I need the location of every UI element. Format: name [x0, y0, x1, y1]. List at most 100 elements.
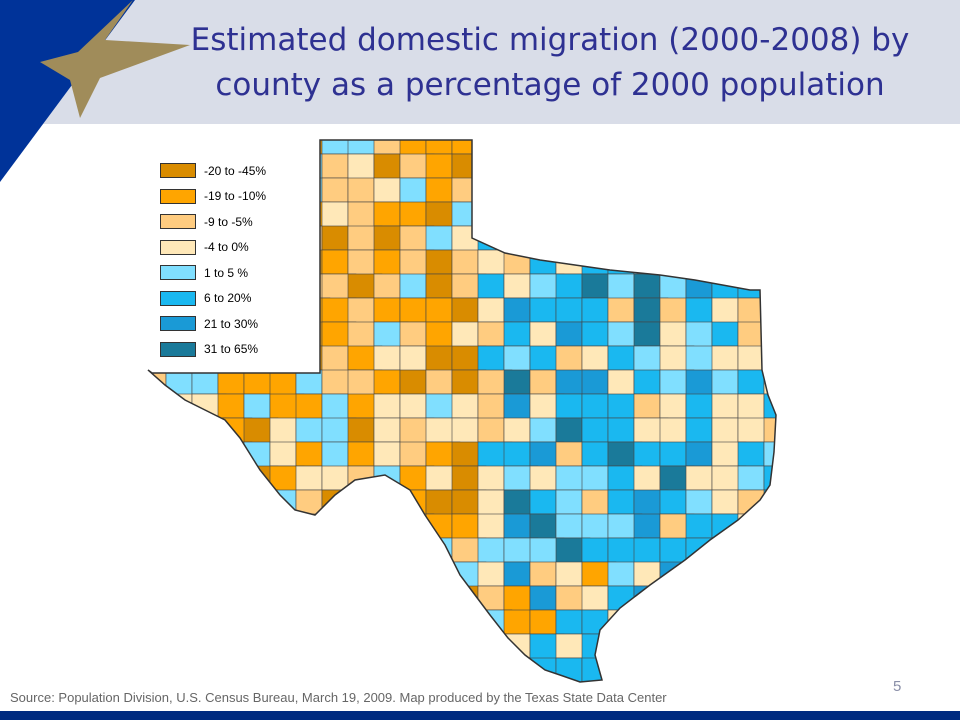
- legend-swatch: [160, 239, 196, 255]
- county-cell: [347, 657, 375, 682]
- county-cell: [685, 609, 721, 635]
- county-cell: [399, 321, 427, 347]
- county-cell: [581, 681, 609, 682]
- county-cell: [295, 537, 323, 563]
- county-cell: [148, 609, 167, 641]
- county-cell: [191, 441, 227, 467]
- county-cell: [321, 609, 357, 641]
- county-cell: [633, 393, 661, 419]
- county-cell: [148, 657, 167, 682]
- county-cell: [425, 297, 453, 323]
- county-cell: [347, 609, 375, 635]
- county-cell: [581, 537, 609, 563]
- county-cell: [321, 537, 349, 569]
- county-cell: [763, 177, 776, 209]
- county-cell: [685, 273, 713, 299]
- legend-item-8: 31 to 65%: [160, 337, 310, 363]
- county-cell: [555, 489, 583, 515]
- county-cell: [555, 513, 583, 539]
- county-cell: [633, 633, 669, 659]
- county-cell: [633, 369, 661, 395]
- county-cell: [711, 225, 747, 251]
- county-cell: [295, 681, 331, 682]
- county-cell: [711, 345, 739, 371]
- county-cell: [477, 681, 513, 682]
- legend-label: 21 to 30%: [204, 316, 259, 331]
- county-cell: [148, 489, 175, 521]
- page-number: 5: [893, 678, 902, 695]
- county-cell: [685, 513, 713, 539]
- county-cell: [217, 561, 245, 593]
- county-cell: [191, 561, 219, 593]
- county-cell: [373, 177, 401, 203]
- county-cell: [529, 153, 557, 185]
- county-cell: [633, 321, 661, 347]
- county-cell: [165, 441, 201, 473]
- county-cell: [763, 369, 776, 395]
- county-cell: [217, 657, 245, 682]
- county-cell: [399, 201, 427, 227]
- county-cell: [763, 153, 776, 185]
- county-cell: [425, 249, 453, 275]
- county-cell: [633, 153, 661, 185]
- county-cell: [555, 153, 583, 185]
- county-cell: [243, 489, 279, 515]
- county-cell: [477, 273, 505, 299]
- county-cell: [763, 273, 776, 299]
- county-cell: [763, 345, 776, 371]
- county-cell: [451, 681, 487, 682]
- county-cell: [295, 489, 323, 521]
- county-cell: [191, 657, 227, 682]
- county-cell: [711, 321, 739, 347]
- county-cell: [555, 441, 583, 467]
- county-cell: [659, 489, 687, 515]
- county-cell: [477, 513, 505, 539]
- county-cell: [165, 681, 201, 682]
- county-cell: [529, 609, 557, 635]
- county-cell: [425, 609, 461, 641]
- county-cell: [633, 249, 669, 275]
- county-cell: [633, 657, 661, 682]
- county-cell: [711, 140, 739, 155]
- legend-swatch: [160, 214, 196, 230]
- county-cell: [477, 201, 513, 227]
- county-cell: [633, 140, 661, 155]
- legend-item-3: -9 to -5%: [160, 209, 310, 235]
- county-cell: [737, 225, 773, 257]
- county-cell: [555, 177, 583, 209]
- county-cell: [165, 140, 201, 155]
- county-cell: [763, 537, 776, 563]
- county-cell: [503, 177, 539, 203]
- county-cell: [711, 585, 747, 611]
- county-cell: [373, 537, 409, 563]
- county-cell: [529, 417, 557, 443]
- county-cell: [295, 140, 323, 155]
- county-cell: [451, 633, 479, 659]
- county-cell: [373, 201, 401, 227]
- county-cell: [711, 657, 747, 682]
- county-cell: [503, 369, 531, 395]
- county-cell: [321, 249, 349, 275]
- county-cell: [477, 297, 505, 323]
- county-cell: [633, 585, 661, 611]
- county-cell: [555, 273, 583, 299]
- county-cell: [477, 177, 505, 203]
- county-cell: [295, 585, 323, 611]
- county-cell: [399, 633, 427, 665]
- county-cell: [737, 140, 773, 155]
- county-cell: [763, 465, 776, 491]
- county-cell: [269, 585, 297, 611]
- county-cell: [451, 585, 479, 611]
- corner-blue-triangle: [0, 0, 135, 182]
- county-cell: [399, 393, 427, 419]
- county-cell: [399, 441, 427, 467]
- county-cell: [685, 225, 713, 251]
- county-cell: [763, 201, 776, 227]
- county-cell: [763, 585, 776, 617]
- county-cell: [607, 561, 635, 587]
- county-cell: [685, 140, 713, 155]
- county-cell: [295, 441, 323, 467]
- county-cell: [659, 657, 695, 682]
- county-cell: [659, 393, 687, 419]
- county-cell: [373, 369, 401, 395]
